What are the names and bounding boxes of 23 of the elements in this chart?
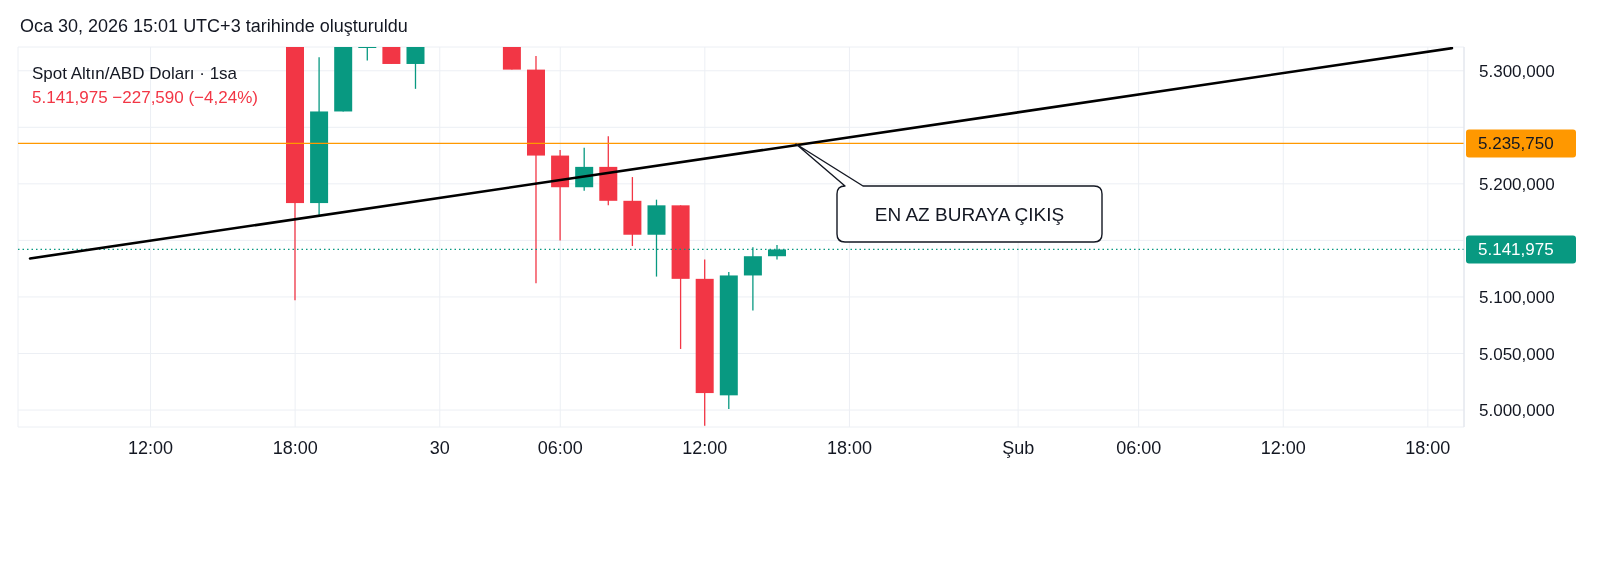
candlestick <box>406 47 425 90</box>
x-tick-label: 18:00 <box>1405 437 1451 458</box>
y-tick-label: 5.100,000 <box>1479 287 1555 307</box>
ref-line-label: 5.141,975 <box>1478 239 1554 259</box>
y-tick-label: 5.000,000 <box>1479 401 1555 421</box>
x-tick-label: 18:00 <box>826 437 872 458</box>
chart-title: Oca 30, 2026 15:01 UTC+3 tarihinde oluşturuldu <box>20 15 408 38</box>
text: Spot Altın/ABD Doları · 1sa <box>32 63 238 83</box>
ref-line-label: 5.235,750 <box>1478 133 1554 153</box>
x-tick-label: 12:00 <box>1260 437 1306 458</box>
y-tick-label: 5.050,000 <box>1479 344 1555 364</box>
candlestick <box>502 47 521 71</box>
x-tick-label: 18:00 <box>272 437 318 458</box>
x-tick-label: Şub <box>1002 437 1035 458</box>
x-tick-label: 12:00 <box>128 437 174 458</box>
x-tick-label: 06:00 <box>1116 437 1162 458</box>
x-tick-label: 06:00 <box>537 437 583 458</box>
annotation: EN AZ BURAYA ÇIKIŞ <box>874 203 1065 225</box>
y-tick-label: 5.300,000 <box>1479 61 1555 81</box>
x-tick-label: 30 <box>429 437 450 458</box>
annotation: 5.141,975 −227,590 (−4,24%) <box>32 87 258 107</box>
x-tick-label: 12:00 <box>682 437 728 458</box>
y-tick-label: 5.200,000 <box>1479 174 1555 194</box>
